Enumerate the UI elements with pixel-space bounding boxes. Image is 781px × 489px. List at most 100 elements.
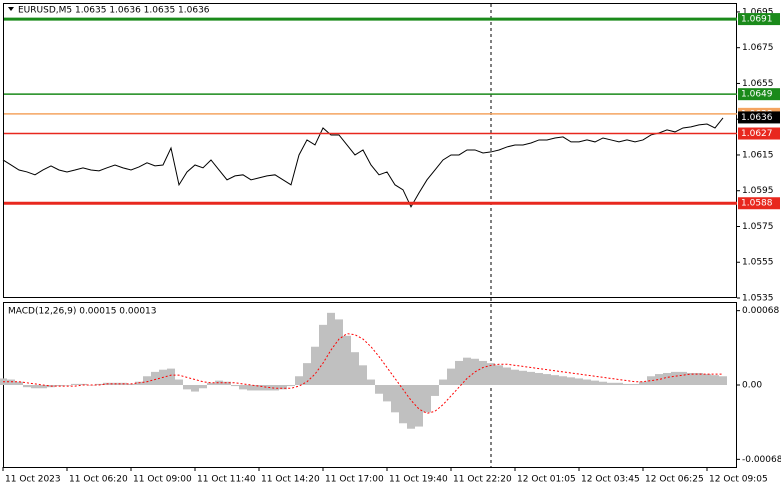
- macd-bar: [183, 385, 191, 390]
- macd-bar: [631, 383, 639, 385]
- macd-bar: [527, 371, 535, 385]
- level-label-box: [738, 88, 780, 101]
- macd-bar: [367, 379, 375, 385]
- macd-bar: [407, 385, 415, 429]
- x-tick-label: 11 Oct 09:00: [133, 475, 192, 485]
- macd-bar: [607, 382, 615, 385]
- level-label-box: [738, 197, 780, 210]
- current-price-label: 1.0636: [741, 113, 773, 123]
- macd-bar: [247, 385, 255, 391]
- macd-bar: [151, 371, 159, 385]
- macd-bar: [671, 371, 679, 385]
- macd-bar: [223, 381, 231, 385]
- macd-bar: [679, 371, 687, 385]
- y-tick-label: 1.0535: [742, 294, 774, 304]
- x-tick-label: 12 Oct 09:05: [709, 475, 768, 485]
- macd-bar: [655, 374, 663, 385]
- level-label-box: [738, 13, 780, 26]
- macd-bar: [343, 335, 351, 385]
- macd-bar: [399, 385, 407, 424]
- x-tick-label: 11 Oct 22:20: [453, 475, 512, 485]
- level-label: 1.0588: [741, 199, 773, 209]
- macd-bar: [167, 368, 175, 385]
- macd-bar: [263, 385, 271, 391]
- macd-bar: [599, 381, 607, 385]
- symbol-menu-arrow[interactable]: [8, 7, 14, 11]
- macd-bar: [535, 372, 543, 385]
- macd-bar: [39, 385, 47, 389]
- macd-bar: [495, 365, 503, 385]
- macd-bar: [63, 385, 71, 386]
- macd-bar: [15, 381, 23, 385]
- y-tick-label: 1.0575: [742, 222, 774, 232]
- macd-title: MACD(12,26,9) 0.00015 0.00013: [8, 307, 157, 317]
- macd-bar: [71, 383, 79, 385]
- macd-bar: [391, 385, 399, 413]
- macd-bar: [271, 385, 279, 391]
- macd-bar: [623, 383, 631, 385]
- macd-bar: [647, 376, 655, 385]
- macd-bar: [7, 379, 15, 385]
- macd-bar: [239, 385, 247, 390]
- macd-bar: [479, 360, 487, 385]
- macd-bar: [455, 360, 463, 385]
- y-tick-label: 1.0695: [742, 7, 774, 17]
- macd-bar: [55, 385, 63, 387]
- price-line: [2, 117, 724, 208]
- x-tick-label: 11 Oct 06:20: [69, 475, 128, 485]
- macd-bar: [423, 385, 431, 413]
- chart-title: EURUSD,M5 1.0635 1.0636 1.0635 1.0636: [18, 6, 210, 16]
- y-tick-label: 1.0595: [742, 186, 774, 196]
- macd-bar: [503, 367, 511, 385]
- signal-line: [3, 333, 723, 414]
- macd-bar: [351, 352, 359, 385]
- macd-bar: [31, 385, 39, 389]
- macd-bar: [135, 381, 143, 385]
- macd-bar: [231, 385, 239, 387]
- macd-bar: [303, 363, 311, 385]
- macd-bar: [591, 380, 599, 385]
- y-tick-label: 1.0555: [742, 258, 774, 268]
- macd-bar: [615, 382, 623, 385]
- x-tick-label: 11 Oct 2023: [5, 475, 61, 485]
- macd-bar: [279, 385, 287, 390]
- macd-bar: [375, 385, 383, 394]
- macd-bar: [639, 381, 647, 385]
- macd-bar: [191, 385, 199, 392]
- y-tick-label: 0.00068: [742, 306, 779, 316]
- macd-bar: [327, 312, 335, 385]
- macd-bar: [359, 365, 367, 385]
- y-tick-label: 1.0675: [742, 43, 774, 53]
- macd-bar: [463, 357, 471, 385]
- macd-bar: [383, 385, 391, 402]
- macd-bar: [215, 380, 223, 385]
- macd-bar: [551, 375, 559, 385]
- macd-bar: [711, 375, 719, 385]
- macd-bar: [199, 385, 207, 389]
- macd-bar: [23, 385, 31, 388]
- macd-bar: [319, 324, 327, 385]
- macd-bar: [79, 383, 87, 385]
- macd-bar: [439, 379, 447, 385]
- macd-bar: [543, 374, 551, 385]
- macd-bar: [207, 382, 215, 385]
- macd-bar: [487, 363, 495, 385]
- macd-bar: [255, 385, 263, 391]
- macd-bar: [143, 376, 151, 385]
- level-label: 1.0627: [741, 129, 773, 139]
- x-tick-label: 11 Oct 11:40: [197, 475, 256, 485]
- macd-bar: [295, 376, 303, 385]
- x-tick-label: 12 Oct 01:05: [517, 475, 576, 485]
- macd-bar: [703, 374, 711, 385]
- macd-bar: [663, 372, 671, 385]
- y-tick-label: 0.00: [742, 381, 762, 391]
- macd-bar: [687, 372, 695, 385]
- y-tick-label: -0.00068: [742, 455, 781, 465]
- macd-bar: [695, 372, 703, 385]
- x-tick-label: 11 Oct 17:00: [325, 475, 384, 485]
- level-label-box: [738, 127, 780, 140]
- x-tick-label: 11 Oct 14:20: [261, 475, 320, 485]
- macd-bar: [431, 385, 439, 396]
- x-tick-label: 11 Oct 19:40: [389, 475, 448, 485]
